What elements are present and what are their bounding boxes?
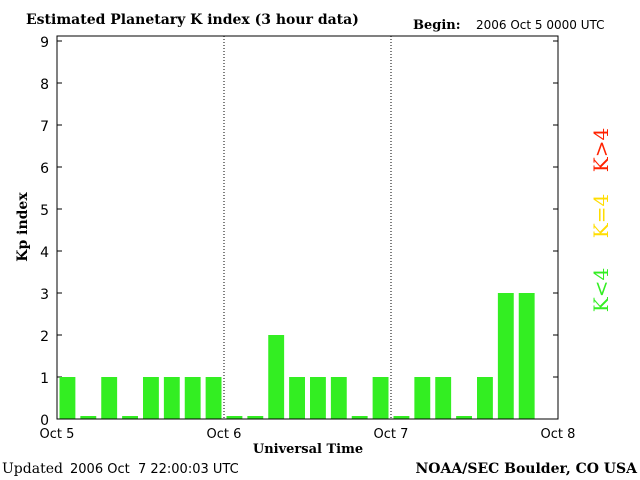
- x-tick-label: Oct 7: [374, 427, 409, 442]
- begin-label: Begin:: [413, 18, 461, 33]
- legend-item-k-equals-4: K=4: [589, 194, 613, 238]
- x-tick-label: Oct 6: [207, 427, 242, 442]
- kp-bar: [518, 293, 535, 419]
- kp-bar: [393, 416, 410, 419]
- legend: K<4 K=4 K>4: [589, 128, 613, 312]
- y-axis-ticks: 0 1 2 3 4 5 6 7 8 9: [40, 35, 558, 429]
- y-tick-label: 9: [40, 35, 49, 51]
- kp-bar: [59, 377, 76, 419]
- kp-bar: [268, 335, 285, 419]
- kp-bar: [122, 416, 138, 419]
- kp-bar: [205, 377, 222, 419]
- y-tick-label: 8: [40, 77, 49, 93]
- kp-bar: [477, 377, 493, 419]
- kp-bar: [414, 377, 431, 419]
- kp-bar: [101, 377, 118, 419]
- y-tick-label: 6: [40, 161, 49, 177]
- kp-bar: [497, 293, 514, 419]
- x-tick-label: Oct 5: [40, 427, 75, 442]
- y-tick-label: 4: [40, 245, 49, 261]
- y-tick-label: 3: [40, 287, 49, 303]
- updated-label: Updated: [2, 461, 63, 477]
- kp-bar: [143, 377, 159, 419]
- x-axis-label: Universal Time: [253, 442, 363, 457]
- day-dividers: [223, 36, 392, 419]
- kp-bar: [435, 377, 452, 419]
- kp-bar: [226, 416, 243, 419]
- x-tick-label: Oct 8: [541, 427, 576, 442]
- y-tick-label: 7: [40, 119, 49, 135]
- updated-value: 2006 Oct 7 22:00:03 UTC: [70, 462, 239, 477]
- legend-item-k-greater-than-4: K>4: [589, 128, 613, 172]
- legend-item-k-less-than-4: K<4: [589, 268, 613, 312]
- kp-bar: [456, 416, 472, 419]
- kp-bar: [184, 377, 201, 419]
- chart-title: Estimated Planetary K index (3 hour data…: [26, 12, 359, 28]
- y-tick-label: 1: [40, 371, 49, 387]
- source-credit: NOAA/SEC Boulder, CO USA: [416, 461, 639, 477]
- plot-frame: [56, 35, 559, 420]
- y-tick-label: 5: [40, 203, 49, 219]
- bar-series: [59, 293, 535, 419]
- kp-bar: [289, 377, 305, 419]
- kp-bar: [310, 377, 326, 419]
- kp-bar: [351, 416, 368, 419]
- y-tick-label: 2: [40, 329, 49, 345]
- kp-bar: [80, 416, 97, 419]
- kp-bar: [163, 377, 180, 419]
- begin-value: 2006 Oct 5 0000 UTC: [476, 18, 605, 32]
- y-axis-label: Kp index: [15, 192, 31, 262]
- kp-bar: [372, 377, 389, 419]
- kp-bar: [330, 377, 347, 419]
- x-axis-ticks: Oct 5 Oct 6 Oct 7 Oct 8: [40, 427, 576, 442]
- y-tick-label: 0: [40, 413, 49, 429]
- kp-bar: [247, 416, 264, 419]
